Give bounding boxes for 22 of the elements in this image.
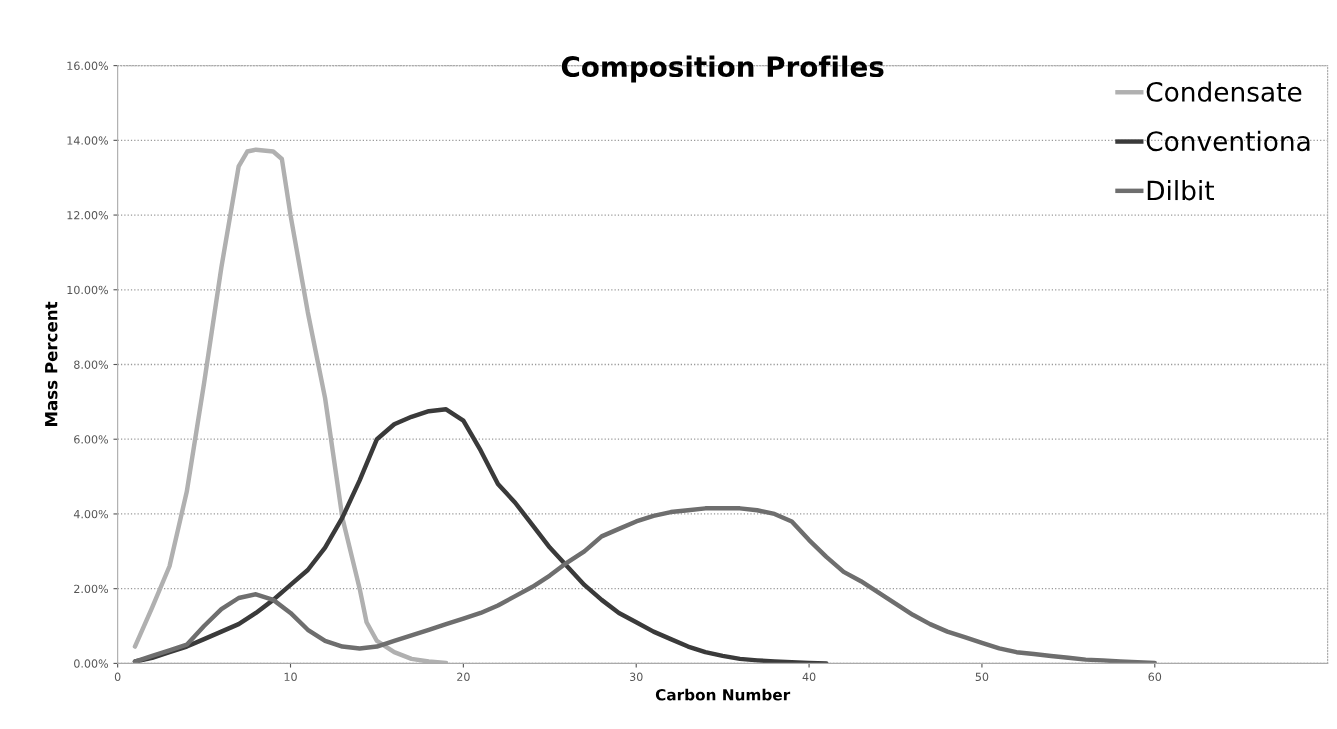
y-axis-title: Mass Percent — [45, 301, 58, 427]
x-tick-label: 60 — [1148, 672, 1162, 682]
x-tick-label: 50 — [975, 672, 989, 682]
y-tick-label: 12.00% — [67, 211, 109, 220]
y-tick-label: 2.00% — [74, 584, 109, 594]
y-tick-label: 0.00% — [74, 659, 109, 668]
x-tick-label: 30 — [630, 672, 643, 682]
chart-title: Composition Profiles — [561, 55, 884, 83]
x-tick-label: 10 — [284, 672, 297, 682]
y-tick-label: 6.00% — [74, 435, 109, 444]
x-tick-label: 20 — [457, 672, 470, 682]
y-tick-label: 8.00% — [74, 360, 109, 369]
x-tick-label: 40 — [802, 672, 816, 682]
y-tick-label: 4.00% — [73, 509, 109, 519]
y-tick-label: 10.00% — [67, 285, 109, 295]
x-axis-title: Carbon Number — [655, 688, 791, 701]
y-tick-label: 16.00% — [67, 61, 109, 70]
legend-label: Dilbit — [1147, 180, 1214, 201]
legend-label: Conventiona — [1146, 130, 1310, 152]
x-tick-label: 0 — [114, 672, 121, 682]
y-tick-label: 14.00% — [67, 136, 109, 145]
legend-label: Condensate — [1146, 81, 1302, 102]
